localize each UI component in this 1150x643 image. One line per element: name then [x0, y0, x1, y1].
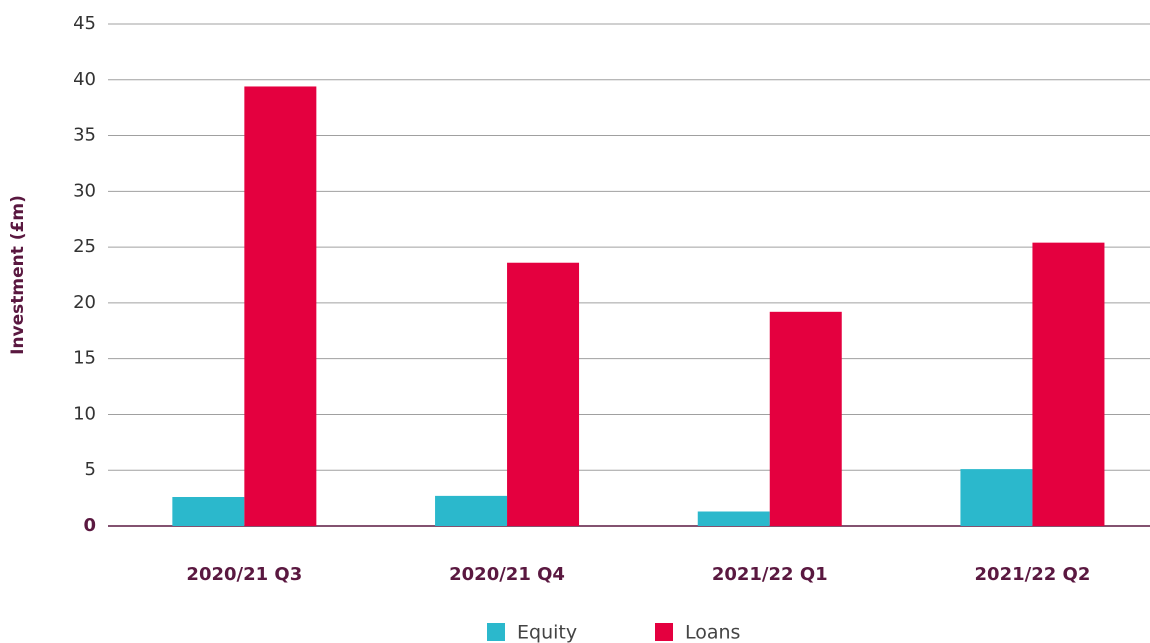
legend-swatch	[655, 623, 673, 641]
bar	[244, 86, 317, 527]
x-tick-label: 2020/21 Q4	[449, 564, 565, 585]
bar	[172, 496, 245, 526]
bar	[769, 311, 842, 526]
y-tick-label: 45	[73, 13, 96, 34]
y-tick-label: 10	[73, 403, 96, 424]
x-tick-label: 2021/22 Q2	[975, 564, 1091, 585]
y-tick-label: 20	[73, 292, 96, 313]
bar	[435, 495, 508, 526]
bar	[697, 511, 770, 526]
y-tick-label: 30	[73, 180, 96, 201]
y-tick-label: 25	[73, 236, 96, 257]
bar	[960, 469, 1033, 526]
y-tick-label: 5	[85, 459, 96, 480]
y-tick-label: 15	[73, 348, 96, 369]
y-axis-label: Investment (£m)	[8, 195, 28, 355]
x-tick-label: 2020/21 Q3	[186, 564, 302, 585]
y-tick-label: 35	[73, 125, 96, 146]
y-tick-label: 40	[73, 69, 96, 90]
legend-swatch	[487, 623, 505, 641]
bar	[507, 262, 580, 526]
legend-label: Loans	[685, 622, 740, 643]
legend-label: Equity	[517, 622, 577, 643]
y-tick-label: 0	[83, 515, 96, 536]
x-tick-label: 2021/22 Q1	[712, 564, 828, 585]
bar	[1032, 242, 1105, 526]
